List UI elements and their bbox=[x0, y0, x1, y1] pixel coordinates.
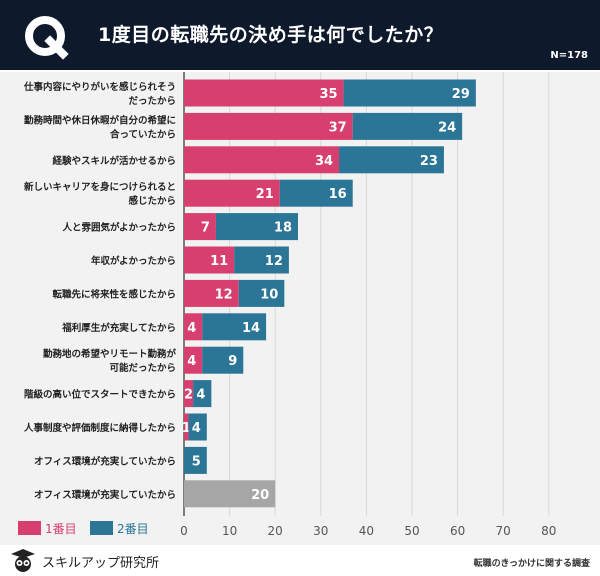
x-tick-label: 0 bbox=[180, 524, 188, 538]
data-label: 20 bbox=[251, 488, 269, 503]
x-tick-label: 60 bbox=[450, 524, 465, 538]
category-label: オフィス環境が充実していたから bbox=[34, 455, 176, 467]
bar-first bbox=[184, 346, 203, 374]
x-tick-label: 50 bbox=[404, 524, 419, 538]
data-label: 4 bbox=[196, 388, 205, 403]
brand-name: スキルアップ研究所 bbox=[42, 556, 160, 571]
data-label: 4 bbox=[187, 321, 196, 336]
category-label: 年収がよかったから bbox=[91, 255, 176, 267]
category-label: だったから bbox=[128, 96, 176, 107]
category-label: 福利厚生が充実してたから bbox=[61, 322, 176, 334]
data-label: 12 bbox=[265, 254, 283, 269]
plot-area: 0 10 20 30 40 50 60 70 80 仕事内容にやりがいを感じられそうだったから 35… bbox=[0, 72, 600, 545]
category-label: オフィス環境が充実していたから bbox=[34, 489, 176, 501]
bar-other bbox=[184, 480, 276, 508]
x-tick-label: 20 bbox=[268, 524, 283, 538]
data-label: 12 bbox=[215, 287, 233, 302]
x-tick-label: 10 bbox=[222, 524, 237, 538]
legend-label: 2番目 bbox=[117, 522, 149, 536]
bar-first bbox=[184, 112, 353, 140]
bar-second bbox=[238, 279, 285, 307]
bar-first bbox=[184, 413, 189, 441]
data-label: 4 bbox=[192, 421, 201, 436]
x-tick-label: 70 bbox=[496, 524, 511, 538]
header: 1度目の転職先の決め手は何でしたか？ N=178 bbox=[0, 0, 600, 70]
bar-first bbox=[184, 380, 194, 408]
bar-second bbox=[193, 380, 212, 408]
category-label: 勤務時間や休日休暇が自分の希望に bbox=[24, 114, 176, 126]
data-label: 1 bbox=[182, 421, 191, 436]
category-label: 人事制度や評価制度に納得したから bbox=[24, 422, 176, 434]
category-label: 転職先に将来性を感じたから bbox=[52, 288, 176, 300]
bar-second bbox=[343, 79, 476, 107]
data-label: 11 bbox=[210, 254, 228, 269]
legend-label: 1番目 bbox=[45, 522, 77, 536]
x-tick-label: 30 bbox=[313, 524, 328, 538]
bar-first bbox=[184, 246, 235, 274]
data-label: 29 bbox=[452, 87, 470, 102]
bar-second bbox=[339, 146, 444, 174]
category-label: 仕事内容にやりがいを感じられそう bbox=[23, 81, 176, 93]
bar-second bbox=[202, 346, 244, 374]
bar-first bbox=[184, 213, 216, 241]
data-label: 37 bbox=[329, 120, 347, 135]
chart-title: 1度目の転職先の決め手は何でしたか？ bbox=[98, 24, 444, 46]
legend-swatch bbox=[90, 521, 113, 535]
data-label: 35 bbox=[320, 87, 338, 102]
data-label: 2 bbox=[184, 388, 193, 403]
category-label: 階級の高い位でスタートできたから bbox=[24, 389, 176, 401]
bar-second bbox=[202, 313, 267, 341]
data-label: 10 bbox=[260, 287, 278, 302]
data-label: 23 bbox=[420, 154, 438, 169]
footer: スキルアップ研究所 転職のきっかけに関する調査 bbox=[0, 545, 600, 576]
category-label: 経験やスキルが活かせるから bbox=[52, 155, 176, 167]
category-label: 新しいキャリアを身につけられると bbox=[24, 181, 176, 193]
bar-second bbox=[234, 246, 289, 274]
data-label: 18 bbox=[274, 221, 292, 236]
data-label: 14 bbox=[242, 321, 260, 336]
bar-second bbox=[188, 413, 207, 441]
category-label: 勤務地の希望やリモート勤務が bbox=[43, 348, 177, 360]
data-label: 16 bbox=[329, 187, 347, 202]
x-tick-label: 40 bbox=[359, 524, 374, 538]
bar-first bbox=[184, 79, 344, 107]
category-label: 人と雰囲気がよかったから bbox=[62, 222, 176, 234]
q-logo-icon bbox=[25, 16, 69, 60]
bar-first bbox=[184, 146, 340, 174]
data-label: 5 bbox=[192, 454, 201, 469]
owl-logo-icon bbox=[11, 549, 35, 572]
category-label: 可能だったから bbox=[109, 362, 176, 374]
category-label: 合っていたから bbox=[110, 128, 176, 140]
data-label: 4 bbox=[187, 354, 196, 369]
bar-second bbox=[184, 446, 207, 474]
legend-swatch bbox=[18, 521, 41, 535]
bar-second bbox=[352, 112, 463, 140]
survey-source: 転職のきっかけに関する調査 bbox=[473, 559, 590, 569]
data-label: 7 bbox=[201, 221, 210, 236]
bar-first bbox=[184, 313, 203, 341]
category-label: 感じたから bbox=[128, 195, 176, 207]
data-label: 9 bbox=[228, 354, 237, 369]
data-label: 21 bbox=[256, 187, 274, 202]
bar-second bbox=[215, 213, 298, 241]
bar-first bbox=[184, 179, 280, 207]
sample-size: N=178 bbox=[550, 50, 588, 61]
bar-second bbox=[279, 179, 353, 207]
bar-first bbox=[184, 279, 239, 307]
data-label: 34 bbox=[315, 154, 333, 169]
data-label: 24 bbox=[438, 120, 456, 135]
x-tick-label: 80 bbox=[541, 524, 556, 538]
